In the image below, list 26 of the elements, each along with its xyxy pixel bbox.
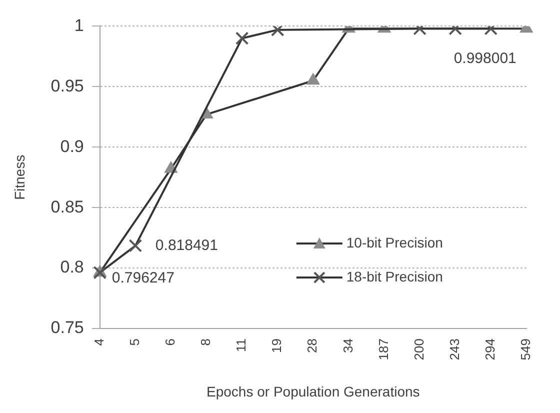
x-tick-label: 549 [518,338,533,360]
x-tick-label: 28 [304,338,320,353]
y-tick-label: 1 [74,16,84,35]
data-label: 0.796247 [112,270,174,287]
x-tick-label: 8 [198,338,214,346]
x-tick-label: 187 [376,338,391,360]
x-tick-label: 4 [91,338,106,346]
x-tick-label: 6 [162,338,178,346]
x-tick-label: 19 [269,338,284,353]
y-tick-label: 0.95 [50,76,84,96]
data-label: 0.818491 [155,236,218,254]
x-axis-title: Epochs or Population Generations [206,383,420,400]
y-tick-label: 0.85 [50,197,84,216]
x-tick-label: 5 [127,338,142,346]
x-tick-label: 200 [411,338,426,360]
x-tick-label: 11 [234,338,249,352]
legend-label: 18-bit Precision [346,268,443,284]
x-tick-label: 294 [482,338,498,360]
data-label: 0.998001 [454,50,516,67]
y-tick-label: 0.8 [60,258,84,277]
legend-label: 10-bit Precision [346,234,443,250]
x-tick-label: 243 [446,338,462,360]
y-tick-label: 0.75 [50,318,84,338]
y-tick-label: 0.9 [60,136,84,156]
x-tick-label: 34 [340,338,356,353]
y-axis-title: Fitness [11,154,28,200]
